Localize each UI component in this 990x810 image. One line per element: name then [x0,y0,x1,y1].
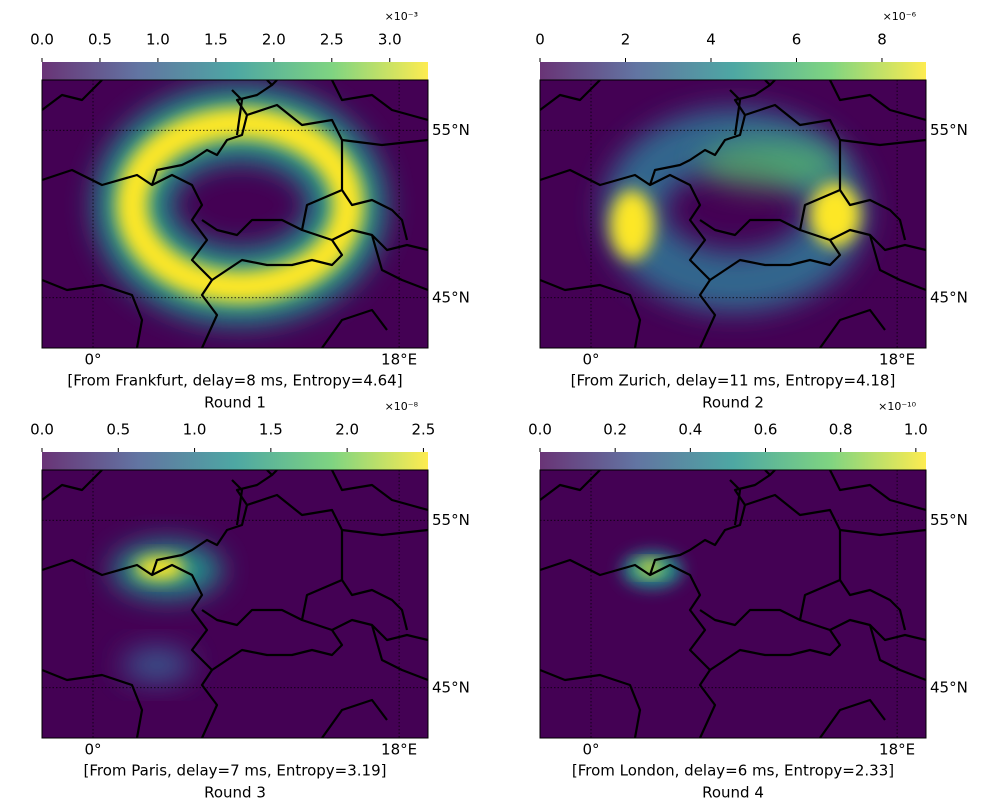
x-axis-label: [From London, delay=6 ms, Entropy=2.33] [572,762,894,780]
colorbar-tick-label: 2.0 [262,31,286,49]
heat [540,470,926,738]
colorbar-tick-label: 1.0 [183,421,207,439]
y-tick-label: 55°N [930,121,968,139]
y-tick-label: 45°N [930,678,968,696]
colorbar-offset-label: ×10⁻³ [385,10,418,23]
y-tick-label: 55°N [432,121,470,139]
colorbar-offset-label: ×10⁻¹⁰ [878,400,916,413]
map-frame [539,79,927,349]
x-tick-label: 18°E [879,351,915,369]
chart-title: Round 3 [204,784,266,802]
colorbar-tick-label: 0.0 [30,421,54,439]
colorbar [540,452,926,470]
colorbar-tick-label: 0.4 [678,421,702,439]
x-tick-label: 0° [582,741,599,759]
y-tick-label: 45°N [432,678,470,696]
map-frame [41,79,429,349]
colorbar-tick-label: 1.0 [146,31,170,49]
x-axis-label: [From Zurich, delay=11 ms, Entropy=4.18] [571,372,896,390]
y-tick-label: 55°N [432,511,470,529]
colorbar-tick-label: 2.0 [335,421,359,439]
colorbar-tick-label: 1.5 [204,31,228,49]
colorbar-offset-label: ×10⁻⁶ [883,10,917,23]
panel: 0.0 0.5 1.0 1.5 2.0 2.5 ×10⁻⁸ 0° 18°E 45°N 55°N [Fr… [30,400,470,802]
colorbar [42,452,428,470]
panel: 0.0 0.5 1.0 1.5 2.0 2.5 3.0 ×10⁻³ 0° 18°E 45°N 55°N… [30,10,470,412]
colorbar-tick-label: 2.5 [320,31,344,49]
x-tick-label: 18°E [381,351,417,369]
chart-title: Round 1 [204,394,266,412]
x-tick-label: 18°E [381,741,417,759]
colorbar-tick-label: 2 [621,31,631,49]
map-frame [539,469,927,739]
colorbar-offset-label: ×10⁻⁸ [385,400,419,413]
x-tick-label: 0° [84,351,101,369]
panel: 0.0 0.2 0.4 0.6 0.8 1.0 ×10⁻¹⁰ 0° 18°E 45°N 55°N [F… [528,400,968,802]
x-axis-label: [From Paris, delay=7 ms, Entropy=3.19] [84,762,387,780]
y-tick-label: 45°N [930,288,968,306]
colorbar-tick-label: 0 [535,31,545,49]
x-tick-label: 0° [582,351,599,369]
colorbar-tick-label: 0.5 [88,31,112,49]
colorbar-tick-label: 0.5 [106,421,130,439]
map-frame [41,469,429,739]
colorbar-tick-label: 6 [792,31,802,49]
colorbar-tick-label: 3.0 [378,31,402,49]
chart-title: Round 4 [702,784,764,802]
heat [42,80,428,348]
heat [42,470,428,738]
colorbar-tick-label: 0.8 [829,421,853,439]
colorbar [540,62,926,80]
y-tick-label: 45°N [432,288,470,306]
colorbar-tick-label: 0.6 [754,421,778,439]
x-tick-label: 0° [84,741,101,759]
colorbar-tick-label: 0.0 [528,421,552,439]
x-axis-label: [From Frankfurt, delay=8 ms, Entropy=4.6… [67,372,402,390]
colorbar-tick-label: 0.2 [603,421,627,439]
colorbar-tick-label: 8 [877,31,887,49]
colorbar-tick-label: 1.0 [904,421,928,439]
chart-title: Round 2 [702,394,764,412]
panel: 0 2 4 6 8 ×10⁻⁶ 0° 18°E 45°N 55°N [From Zurich, de… [535,10,968,412]
colorbar-tick-label: 2.5 [411,421,435,439]
colorbar-tick-label: 4 [706,31,716,49]
y-tick-label: 55°N [930,511,968,529]
colorbar-tick-label: 0.0 [30,31,54,49]
colorbar-tick-label: 1.5 [259,421,283,439]
heat [540,80,926,348]
x-tick-label: 18°E [879,741,915,759]
colorbar [42,62,428,80]
